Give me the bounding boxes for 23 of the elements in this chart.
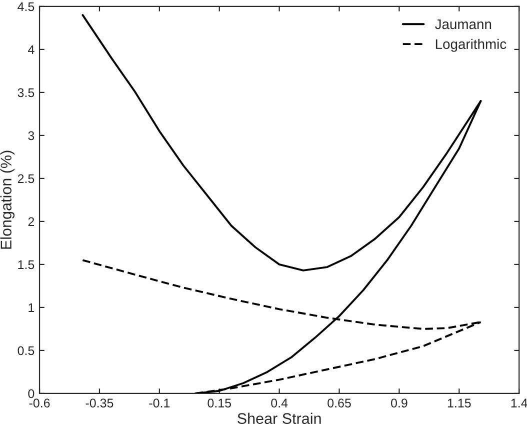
x-tick-label: -0.35 xyxy=(86,398,114,408)
y-tick-label: 1 xyxy=(28,303,34,312)
y-axis-title: Elongation (%) xyxy=(0,150,15,249)
x-tick-label: 1.15 xyxy=(448,398,471,408)
x-tick-label: -0.1 xyxy=(149,398,170,408)
y-tick-label: 0 xyxy=(28,389,34,398)
y-tick-label: 2 xyxy=(28,217,34,226)
x-tick-label: 0.4 xyxy=(271,398,288,408)
x-tick-label: 0.9 xyxy=(391,398,408,408)
x-axis-title: Shear Strain xyxy=(238,412,321,424)
legend-label: Logarithmic xyxy=(436,38,506,52)
x-tick-label: 0.65 xyxy=(328,398,351,408)
y-tick-label: 2.5 xyxy=(18,174,34,184)
y-tick-label: 1.5 xyxy=(18,260,34,270)
x-tick-label: 0.15 xyxy=(208,398,232,408)
y-tick-label: 4.5 xyxy=(18,2,34,12)
x-tick-label: 1.4 xyxy=(511,398,527,408)
y-tick-label: 3.5 xyxy=(18,88,34,98)
legend-label: Jaumann xyxy=(435,19,492,30)
y-tick-label: 3 xyxy=(28,131,34,140)
y-tick-label: 4 xyxy=(28,45,34,54)
y-tick-label: 0.5 xyxy=(18,346,34,356)
x-tick-label: -0.6 xyxy=(29,398,50,408)
